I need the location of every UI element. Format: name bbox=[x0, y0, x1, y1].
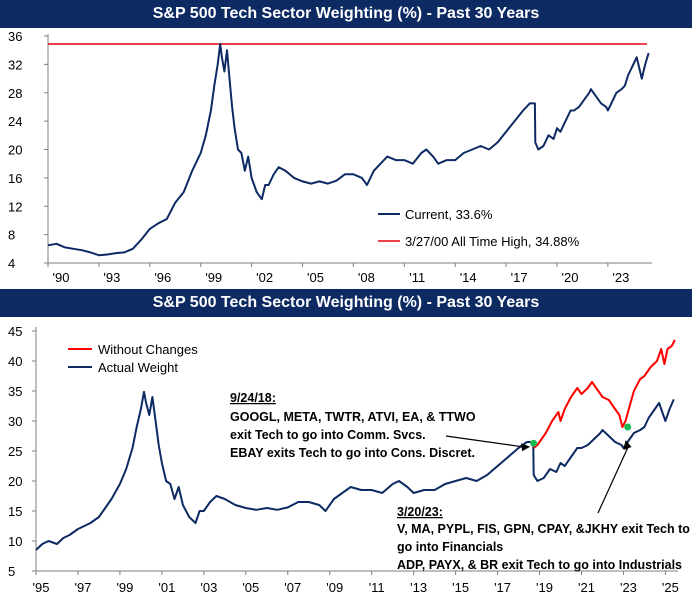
x-tick-label: '15 bbox=[452, 580, 469, 595]
y-tick-label: 36 bbox=[8, 29, 22, 44]
annotation-1-heading: 9/24/18: bbox=[230, 391, 276, 405]
x-tick-label: '23 bbox=[612, 270, 629, 285]
x-tick-label: '23 bbox=[620, 580, 637, 595]
annotation-2-arrow bbox=[597, 445, 630, 514]
annotation-2-line: V, MA, PYPL, FIS, GPN, CPAY, &JKHY exit … bbox=[397, 522, 690, 536]
y-tick-label: 5 bbox=[8, 564, 15, 579]
x-tick-label: '20 bbox=[562, 270, 579, 285]
x-tick-label: '17 bbox=[511, 270, 528, 285]
legend-label-without-changes: Without Changes bbox=[98, 342, 198, 357]
x-tick-label: '99 bbox=[116, 580, 133, 595]
y-tick-label: 10 bbox=[8, 534, 22, 549]
x-tick-label: '25 bbox=[662, 580, 679, 595]
y-tick-label: 20 bbox=[8, 474, 22, 489]
x-tick-label: '99 bbox=[205, 270, 222, 285]
x-tick-label: '09 bbox=[326, 580, 343, 595]
x-tick-label: '14 bbox=[460, 270, 477, 285]
legend-label-actual: Actual Weight bbox=[98, 360, 178, 375]
x-tick-label: '17 bbox=[494, 580, 511, 595]
x-tick-label: '96 bbox=[154, 270, 171, 285]
x-tick-label: '11 bbox=[409, 270, 425, 285]
y-tick-label: 24 bbox=[8, 114, 22, 129]
y-tick-label: 15 bbox=[8, 504, 22, 519]
annotation-1-line: EBAY exits Tech to go into Cons. Discret… bbox=[230, 446, 475, 460]
annotation-1-line: GOOGL, META, TWTR, ATVI, EA, & TTWO bbox=[230, 410, 476, 424]
annotation-1-arrowhead bbox=[521, 443, 531, 452]
y-tick-label: 32 bbox=[8, 57, 22, 72]
reclassification-marker bbox=[624, 423, 632, 431]
chart-1-plot: 4 8 12 16 20 24 28 32 36 '90 '93 '96 '99 '02 '05 '08 '11… bbox=[8, 29, 652, 285]
without-changes-line bbox=[533, 339, 676, 449]
legend-label-current: Current, 33.6% bbox=[405, 207, 493, 222]
y-tick-label: 28 bbox=[8, 86, 22, 101]
x-tick-label: '05 bbox=[242, 580, 259, 595]
y-tick-label: 12 bbox=[8, 199, 22, 214]
y-tick-label: 8 bbox=[8, 228, 15, 243]
x-tick-label: '07 bbox=[284, 580, 301, 595]
current-weight-line bbox=[47, 42, 650, 257]
x-tick-label: '95 bbox=[33, 580, 50, 595]
y-tick-label: 4 bbox=[8, 256, 15, 271]
x-tick-label: '93 bbox=[103, 270, 120, 285]
chart-2-plot: 5 10 15 20 25 30 35 40 45 '95 '97 '99 '01 '03 '05 '07 '0… bbox=[8, 324, 690, 595]
x-tick-label: '11 bbox=[369, 580, 385, 595]
annotation-1-line: exit Tech to go into Comm. Svcs. bbox=[230, 428, 426, 442]
x-tick-label: '97 bbox=[74, 580, 91, 595]
y-tick-label: 40 bbox=[8, 354, 22, 369]
legend-label-ath: 3/27/00 All Time High, 34.88% bbox=[405, 234, 580, 249]
y-tick-label: 25 bbox=[8, 444, 22, 459]
x-tick-label: '13 bbox=[410, 580, 427, 595]
reclassification-marker bbox=[530, 439, 538, 447]
x-tick-label: '90 bbox=[53, 270, 70, 285]
x-tick-label: '02 bbox=[256, 270, 273, 285]
y-tick-label: 16 bbox=[8, 171, 22, 186]
annotation-2-line: go into Financials bbox=[397, 540, 503, 554]
x-tick-label: '03 bbox=[200, 580, 217, 595]
x-tick-label: '19 bbox=[536, 580, 553, 595]
annotation-2-heading: 3/20/23: bbox=[397, 505, 443, 519]
x-tick-label: '01 bbox=[158, 580, 175, 595]
y-tick-label: 20 bbox=[8, 143, 22, 158]
x-tick-label: '08 bbox=[358, 270, 375, 285]
actual-weight-line bbox=[35, 390, 675, 551]
annotation-2-line: ADP, PAYX, & BR exit Tech to go into Ind… bbox=[397, 558, 682, 572]
annotation-1-arrow bbox=[445, 435, 526, 448]
chart-1-title: S&P 500 Tech Sector Weighting (%) - Past… bbox=[0, 0, 692, 28]
x-tick-label: '21 bbox=[578, 580, 595, 595]
y-tick-label: 35 bbox=[8, 384, 22, 399]
x-tick-label: '05 bbox=[307, 270, 324, 285]
y-tick-label: 45 bbox=[8, 324, 22, 339]
chart-2-title: S&P 500 Tech Sector Weighting (%) - Past… bbox=[0, 289, 692, 317]
annotation-2-arrowhead bbox=[623, 440, 632, 450]
y-tick-label: 30 bbox=[8, 414, 22, 429]
